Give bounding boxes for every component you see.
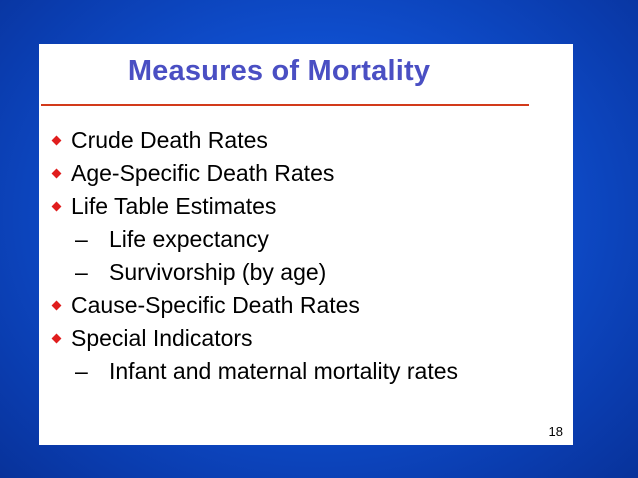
list-item-text: Age-Specific Death Rates	[71, 160, 335, 186]
diamond-bullet-icon	[51, 168, 62, 179]
sub-list-item-text: Life expectancy	[109, 226, 269, 252]
slide: Measures of Mortality Crude Death Rates …	[39, 44, 573, 445]
dash-bullet: –	[75, 226, 88, 252]
sub-list-item-text: Survivorship (by age)	[109, 259, 327, 285]
page-number: 18	[548, 424, 563, 439]
diamond-bullet-icon	[51, 135, 62, 146]
diamond-bullet-icon	[51, 300, 62, 311]
slide-title: Measures of Mortality	[127, 55, 431, 87]
title-underline	[41, 104, 529, 106]
list-item-text: Cause-Specific Death Rates	[71, 292, 360, 318]
list-item-text: Crude Death Rates	[71, 127, 268, 153]
list-item-text: Life Table Estimates	[71, 193, 277, 219]
diamond-bullet-icon	[51, 201, 62, 212]
dash-bullet: –	[75, 358, 88, 384]
dash-bullet: –	[75, 259, 88, 285]
diamond-bullet-icon	[51, 333, 62, 344]
sub-list-item-text: Infant and maternal mortality rates	[109, 358, 458, 384]
list-item-text: Special Indicators	[71, 325, 253, 351]
